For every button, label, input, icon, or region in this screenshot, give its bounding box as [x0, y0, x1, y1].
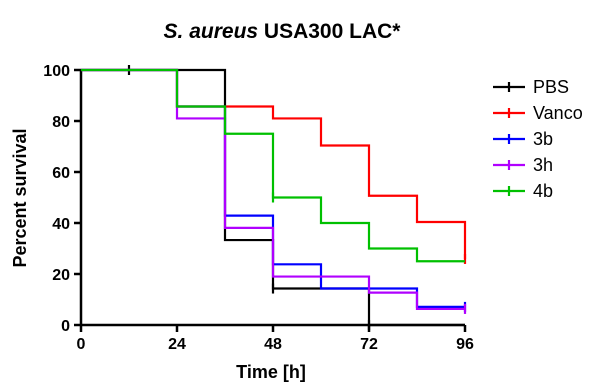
y-tick-label-100: 100 [43, 63, 70, 80]
x-tick-label-96: 96 [456, 336, 474, 353]
legend-label-vanco: Vanco [533, 103, 583, 123]
x-axis-label: Time [h] [236, 362, 306, 382]
y-axis-label: Percent survival [10, 128, 30, 267]
legend-label-pbs: PBS [533, 77, 569, 97]
legend-label-3h: 3h [533, 155, 553, 175]
series-layer [81, 65, 467, 330]
y-tick-label-40: 40 [52, 216, 70, 233]
chart-title-rest: USA300 LAC* [258, 20, 401, 43]
x-tick-label-24: 24 [168, 336, 186, 353]
series-line-4b [81, 68, 465, 263]
axes: 0 20 40 60 80 100 0 24 48 72 96 [43, 63, 474, 353]
y-tick-label-0: 0 [61, 318, 70, 335]
y-tick-label-20: 20 [52, 267, 70, 284]
y-tick-label-80: 80 [52, 114, 70, 131]
chart-title-italic: S. aureus [164, 20, 259, 43]
series-line-3h [81, 68, 465, 311]
x-tick-label-48: 48 [264, 336, 282, 353]
legend-label-4b: 4b [533, 181, 553, 201]
legend: PBS Vanco 3b 3h 4b [493, 77, 583, 201]
x-tick-label-0: 0 [77, 336, 86, 353]
y-tick-label-60: 60 [52, 165, 70, 182]
x-tick-label-72: 72 [360, 336, 378, 353]
chart-title: S. aureus USA300 LAC* [164, 20, 402, 43]
legend-label-3b: 3b [533, 129, 553, 149]
